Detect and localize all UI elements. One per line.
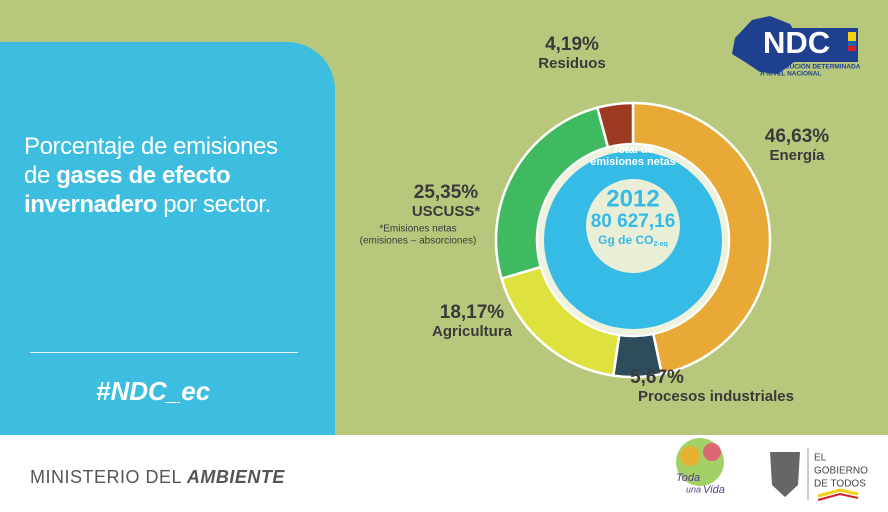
title-part: por sector. bbox=[163, 191, 271, 218]
logo-subtitle: CONTRIBUCIÓN DETERMINADA bbox=[760, 62, 861, 71]
unit-sub: 2-eq bbox=[653, 241, 667, 248]
gov-stripe bbox=[817, 492, 859, 501]
hashtag: #NDC_ec bbox=[96, 376, 211, 406]
donut-segment bbox=[631, 101, 772, 376]
title-part: invernadero bbox=[24, 191, 157, 218]
divider bbox=[30, 352, 298, 353]
title-part: gases de efecto bbox=[56, 162, 231, 189]
unit-text: Gg de CO bbox=[598, 233, 653, 247]
coat-of-arms bbox=[770, 452, 800, 497]
ministry-bold: AMBIENTE bbox=[186, 467, 285, 487]
value-label: 18,17% bbox=[440, 302, 505, 323]
slogan: Vida bbox=[703, 484, 725, 496]
ministry-text: MINISTERIO DEL bbox=[30, 467, 182, 487]
center-title: Total de bbox=[612, 144, 653, 156]
donut-segment bbox=[595, 101, 635, 149]
logo-subtitle: A NIVEL NACIONAL bbox=[760, 71, 821, 78]
category-label: Agricultura bbox=[432, 323, 513, 340]
flag-stripe bbox=[848, 46, 856, 51]
value-label: 25,35% bbox=[414, 182, 479, 203]
tree-icon bbox=[703, 443, 721, 461]
gov-stripe bbox=[817, 488, 859, 498]
category-label: USCUSS* bbox=[412, 203, 481, 220]
flag-stripe bbox=[848, 41, 856, 46]
category-label: Energía bbox=[769, 147, 825, 164]
slogan: Toda bbox=[676, 472, 700, 484]
center-inner bbox=[586, 179, 680, 273]
center-year: 2012 bbox=[606, 185, 659, 212]
value-label: 5,67% bbox=[630, 367, 684, 388]
center-total: 80 627,16 bbox=[591, 211, 676, 232]
panel-title: Porcentaje de emisiones de gases de efec… bbox=[24, 132, 329, 219]
value-label: 4,19% bbox=[545, 34, 599, 55]
logo-box bbox=[758, 28, 858, 62]
government: EL bbox=[814, 453, 827, 464]
center-unit: Gg de CO2-eq bbox=[598, 233, 668, 248]
slogan: una bbox=[686, 484, 701, 494]
side-panel bbox=[0, 42, 335, 435]
logo-name: NDC bbox=[763, 25, 830, 60]
value-label: 46,63% bbox=[765, 126, 830, 147]
footer bbox=[0, 435, 888, 512]
annotation: (emisiones – absorciones) bbox=[360, 236, 477, 247]
category-label: Procesos industriales bbox=[638, 388, 794, 405]
title-part: de bbox=[24, 162, 50, 189]
title-part: Porcentaje de emisiones bbox=[24, 133, 278, 160]
government: GOBIERNO bbox=[814, 466, 868, 477]
flag-stripe bbox=[848, 32, 856, 41]
center-title: emisiones netas bbox=[590, 156, 676, 168]
government: DE TODOS bbox=[814, 479, 866, 490]
ministry: MINISTERIO DEL AMBIENTE bbox=[30, 467, 285, 487]
tree-icon bbox=[680, 446, 700, 466]
category-label: Residuos bbox=[538, 55, 606, 72]
annotation: *Emisiones netas bbox=[379, 224, 456, 235]
